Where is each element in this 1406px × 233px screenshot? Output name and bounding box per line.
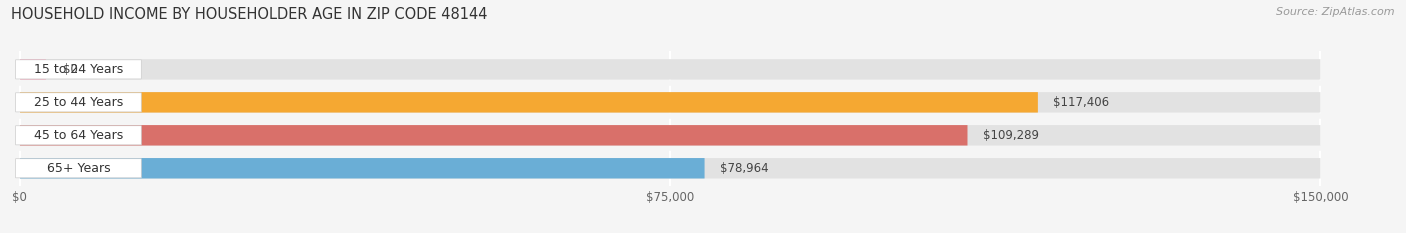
Text: $117,406: $117,406 <box>1053 96 1109 109</box>
FancyBboxPatch shape <box>20 59 46 80</box>
Text: $78,964: $78,964 <box>720 162 769 175</box>
Text: Source: ZipAtlas.com: Source: ZipAtlas.com <box>1277 7 1395 17</box>
Text: 25 to 44 Years: 25 to 44 Years <box>34 96 124 109</box>
FancyBboxPatch shape <box>20 158 704 178</box>
FancyBboxPatch shape <box>20 59 1320 80</box>
Text: $0: $0 <box>63 63 79 76</box>
FancyBboxPatch shape <box>20 125 967 146</box>
Text: HOUSEHOLD INCOME BY HOUSEHOLDER AGE IN ZIP CODE 48144: HOUSEHOLD INCOME BY HOUSEHOLDER AGE IN Z… <box>11 7 488 22</box>
FancyBboxPatch shape <box>15 159 141 178</box>
FancyBboxPatch shape <box>20 92 1038 113</box>
FancyBboxPatch shape <box>20 125 1320 146</box>
FancyBboxPatch shape <box>15 126 141 145</box>
Text: 15 to 24 Years: 15 to 24 Years <box>34 63 124 76</box>
FancyBboxPatch shape <box>15 93 141 112</box>
Text: $109,289: $109,289 <box>983 129 1039 142</box>
Text: 45 to 64 Years: 45 to 64 Years <box>34 129 124 142</box>
Text: 65+ Years: 65+ Years <box>46 162 110 175</box>
FancyBboxPatch shape <box>15 60 141 79</box>
FancyBboxPatch shape <box>20 92 1320 113</box>
FancyBboxPatch shape <box>20 158 1320 178</box>
